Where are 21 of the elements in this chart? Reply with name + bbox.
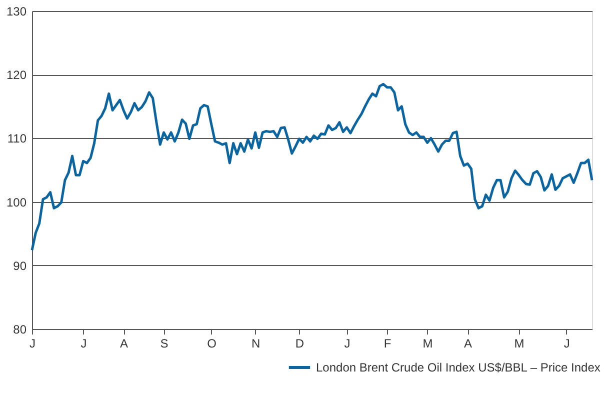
line-series bbox=[30, 82, 594, 252]
x-tick-label: J bbox=[564, 336, 570, 350]
y-tick-label: 120 bbox=[6, 68, 27, 82]
y-tick-label: 90 bbox=[13, 258, 27, 273]
x-tick-label: O bbox=[207, 336, 217, 350]
x-tick-label: A bbox=[464, 336, 472, 350]
y-tick-label: 80 bbox=[13, 322, 27, 336]
x-tick-label: M bbox=[514, 336, 524, 350]
x-tick-label: M bbox=[422, 336, 433, 350]
y-tick-label: 110 bbox=[7, 132, 27, 146]
x-tick-label: J bbox=[80, 336, 87, 350]
x-tick-label: J bbox=[344, 336, 350, 350]
x-tick-label: D bbox=[295, 336, 304, 350]
y-tick-label: 130 bbox=[6, 4, 27, 18]
x-tick-label: S bbox=[160, 336, 168, 350]
legend-label: London Brent Crude Oil Index US$/BBL – Price Index bbox=[316, 360, 600, 374]
x-tick-label: F bbox=[384, 336, 392, 350]
x-tick-label: A bbox=[120, 336, 128, 350]
y-tick-label: 100 bbox=[6, 195, 27, 210]
x-tick-label: J bbox=[30, 336, 36, 350]
x-tick-label: N bbox=[251, 336, 260, 350]
